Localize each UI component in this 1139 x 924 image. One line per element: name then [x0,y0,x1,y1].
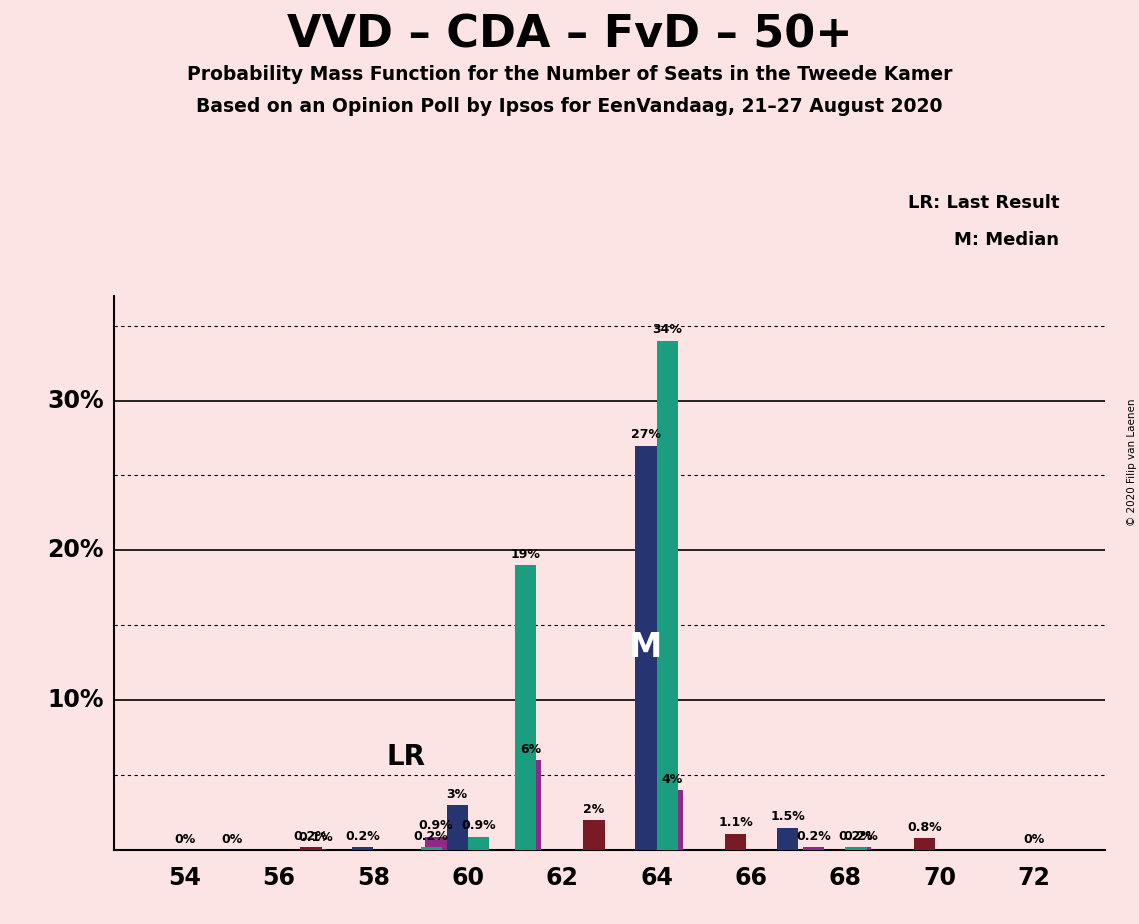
Text: 0.2%: 0.2% [413,830,449,843]
Bar [446,805,468,850]
Text: VVD – CDA – FvD – 50+: VVD – CDA – FvD – 50+ [287,14,852,57]
Bar [425,836,446,850]
Text: Based on an Opinion Poll by Ipsos for EenVandaag, 21–27 August 2020: Based on an Opinion Poll by Ipsos for Ee… [196,97,943,116]
Bar [515,565,536,850]
Bar [468,836,489,850]
Bar [305,848,326,850]
Bar [636,445,656,850]
Text: 0%: 0% [221,833,243,845]
Bar [662,790,682,850]
Bar [519,760,541,850]
Text: 1.5%: 1.5% [770,810,805,823]
Text: 20%: 20% [48,539,104,563]
Bar [583,821,605,850]
Text: 6%: 6% [519,743,541,756]
Text: 27%: 27% [631,428,661,441]
Text: 0%: 0% [174,833,195,845]
Text: 0.2%: 0.2% [796,830,830,843]
Text: 0.8%: 0.8% [907,821,942,833]
Bar [913,838,935,850]
Bar [845,847,867,850]
Bar [656,341,678,850]
Text: M: Median: M: Median [954,231,1059,249]
Bar [352,847,374,850]
Text: 0.1%: 0.1% [298,831,333,845]
Text: 34%: 34% [653,323,682,336]
Bar [803,847,823,850]
Text: 1.1%: 1.1% [719,816,753,829]
Bar [724,833,746,850]
Text: 0.2%: 0.2% [345,830,380,843]
Text: M: M [630,631,663,664]
Text: 0.2%: 0.2% [838,830,874,843]
Bar [420,847,442,850]
Text: 10%: 10% [48,688,104,712]
Text: LR: Last Result: LR: Last Result [908,194,1059,212]
Text: 0.9%: 0.9% [419,819,453,833]
Text: 30%: 30% [48,389,104,413]
Text: LR: LR [387,743,426,771]
Text: 3%: 3% [446,787,468,800]
Text: 0.2%: 0.2% [843,830,878,843]
Bar [777,828,798,850]
Bar [301,847,321,850]
Text: 0.9%: 0.9% [461,819,495,833]
Text: 2%: 2% [583,803,605,816]
Text: 0.2%: 0.2% [294,830,328,843]
Text: 4%: 4% [662,772,682,785]
Text: 0%: 0% [1024,833,1044,845]
Text: Probability Mass Function for the Number of Seats in the Tweede Kamer: Probability Mass Function for the Number… [187,65,952,84]
Bar [850,847,871,850]
Text: 19%: 19% [510,548,541,561]
Text: © 2020 Filip van Laenen: © 2020 Filip van Laenen [1126,398,1137,526]
